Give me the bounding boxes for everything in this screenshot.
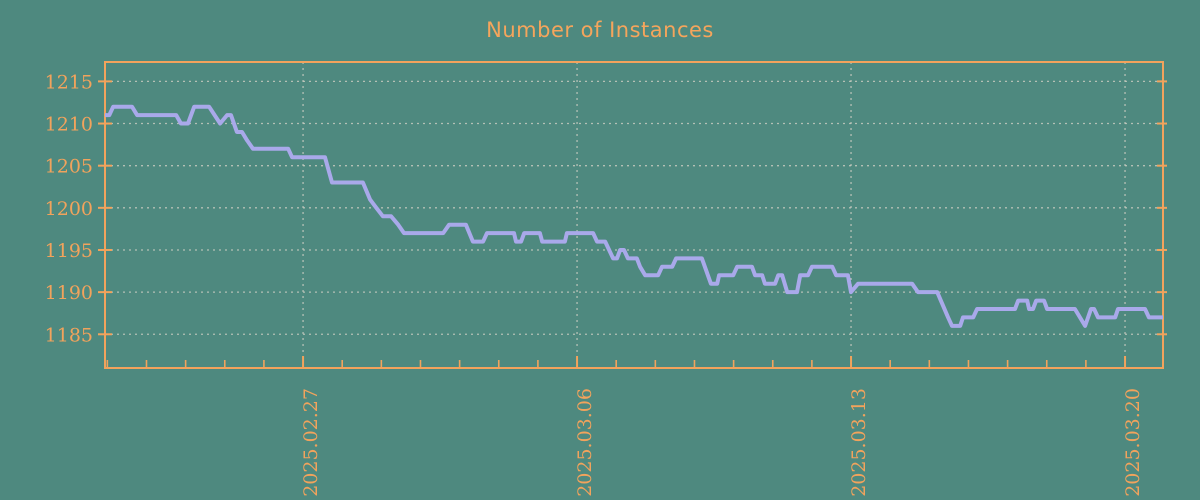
y-tick-label: 1215 xyxy=(45,71,93,93)
x-tick-label: 2025.03.20 xyxy=(1122,388,1144,497)
series-line-instances xyxy=(105,104,1163,328)
x-tick-label: 2025.03.06 xyxy=(574,388,596,497)
y-tick-label: 1185 xyxy=(45,324,93,346)
y-tick-label: 1190 xyxy=(45,282,93,304)
y-tick-label: 1210 xyxy=(45,114,93,136)
y-tick-label: 1205 xyxy=(45,156,93,178)
chart-title: Number of Instances xyxy=(486,18,714,42)
y-tick-label: 1200 xyxy=(45,198,93,220)
x-tick-label: 2025.03.13 xyxy=(848,388,870,497)
y-tick-label: 1195 xyxy=(45,240,93,262)
plot-frame xyxy=(104,61,1164,369)
x-tick-label: 2025.02.27 xyxy=(300,388,322,497)
